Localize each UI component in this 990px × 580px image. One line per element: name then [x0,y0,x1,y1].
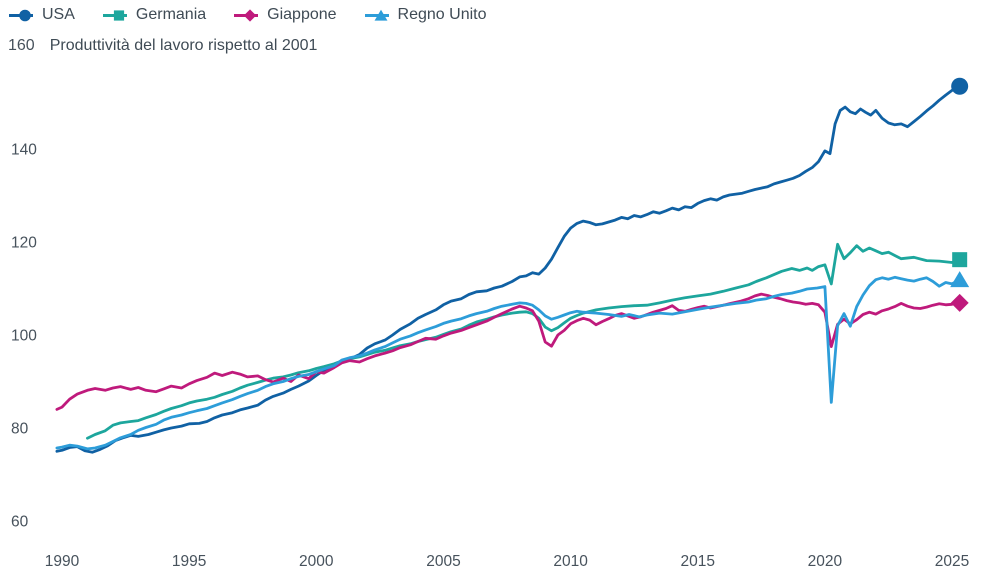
legend-marker-usa [19,9,31,21]
chart-title: Produttività del lavoro rispetto al 2001 [49,37,318,54]
x-axis-tick-label: 2015 [681,553,715,570]
chart-header: 160 Produttività del lavoro rispetto al … [8,37,317,55]
x-axis-tick-label: 2005 [426,553,460,570]
legend-item-germania: Germania [102,6,206,24]
x-axis-tick-label: 2010 [553,553,588,570]
series-line-germania [86,242,962,440]
series-end-marker-germania [952,252,968,268]
square-icon [102,9,127,21]
x-axis-tick-label: 1990 [45,553,80,570]
y-axis-top-tick-label: 160 [8,37,35,54]
y-axis-tick-label: 80 [11,421,29,438]
legend-label: USA [42,6,75,23]
legend: USA Germania Giappone Regno Unito [8,6,487,24]
y-axis-tick-label: 60 [11,514,29,531]
x-axis-tick-label: 1995 [172,553,206,570]
legend-label: Germania [135,6,207,23]
y-axis-tick-label: 120 [11,235,37,252]
legend-item-giappone: Giappone [233,6,337,24]
x-axis-tick-label: 2020 [808,553,843,570]
series-line-giappone [55,292,962,411]
y-axis-tick-label: 100 [11,328,37,345]
series-end-marker-usa [951,77,969,95]
series-line-usa [55,84,962,454]
series-line-regno-unito [55,275,962,451]
y-axis-tick-label: 140 [11,142,37,159]
series-end-marker-regno-unito [950,271,970,288]
legend-item-usa: USA [8,6,75,24]
triangle-icon [364,9,389,21]
x-axis-tick-label: 2025 [935,553,969,570]
legend-marker-giappone [244,8,257,22]
series-end-marker-giappone [950,293,969,312]
x-axis-tick-label: 2000 [299,553,334,570]
legend-label: Regno Unito [397,6,487,23]
legend-item-regno-unito: Regno Unito [364,6,487,24]
legend-marker-regno-unito [374,9,388,21]
diamond-icon [234,8,259,22]
legend-marker-germania [113,9,125,21]
legend-label: Giappone [267,6,337,23]
circle-icon [9,9,33,21]
